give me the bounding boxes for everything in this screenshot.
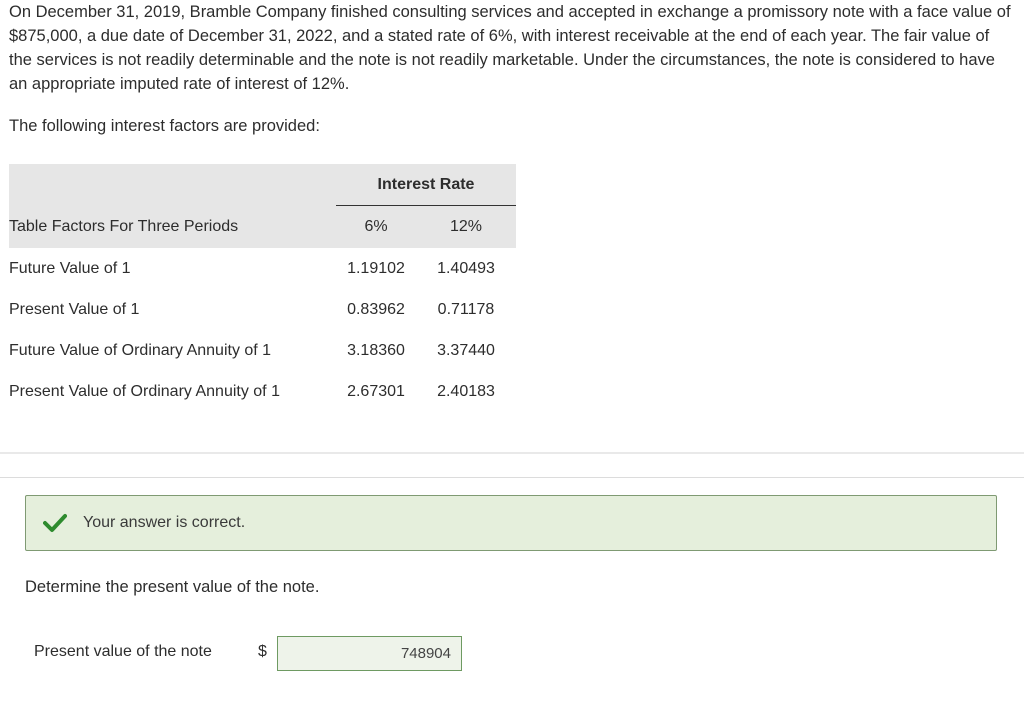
present-value-input[interactable] [277,636,462,671]
column-header-12: 12% [416,205,516,248]
checkmark-icon [43,513,67,533]
interest-rate-header: Interest Rate [336,164,516,206]
feedback-banner: Your answer is correct. [25,495,997,551]
cell-12: 1.40493 [437,259,495,277]
section-divider [0,477,1024,478]
cell-6: 0.83962 [347,300,405,318]
row-label: Future Value of 1 [9,259,131,277]
cell-6: 2.67301 [347,382,405,400]
column-header-6: 6% [336,205,416,248]
feedback-message: Your answer is correct. [83,514,246,531]
answer-label: Present value of the note [34,643,212,660]
row-header: Table Factors For Three Periods [9,205,336,248]
problem-statement: On December 31, 2019, Bramble Company fi… [9,3,1011,93]
cell-6: 1.19102 [347,259,405,277]
section-divider [0,452,1024,454]
table-header-row: Table Factors For Three Periods 6% 12% [9,205,516,248]
table-row: Future Value of 1 1.19102 1.40493 [9,248,516,289]
row-label: Future Value of Ordinary Annuity of 1 [9,341,272,359]
cell-12: 0.71178 [437,300,495,318]
row-label: Present Value of 1 [9,300,140,318]
table-header-blank [9,164,336,206]
cell-6: 3.18360 [347,341,405,359]
currency-symbol: $ [258,643,267,660]
interest-factors-table: Interest Rate Table Factors For Three Pe… [9,164,516,412]
table-row: Present Value of 1 0.83962 0.71178 [9,289,516,330]
table-row: Present Value of Ordinary Annuity of 1 2… [9,371,516,412]
intro-text: The following interest factors are provi… [9,117,320,135]
table-header-row-group: Interest Rate [9,164,516,206]
cell-12: 2.40183 [437,382,495,400]
question-text: Determine the present value of the note. [25,578,320,596]
table-row: Future Value of Ordinary Annuity of 1 3.… [9,330,516,371]
cell-12: 3.37440 [437,341,495,359]
row-label: Present Value of Ordinary Annuity of 1 [9,382,280,400]
